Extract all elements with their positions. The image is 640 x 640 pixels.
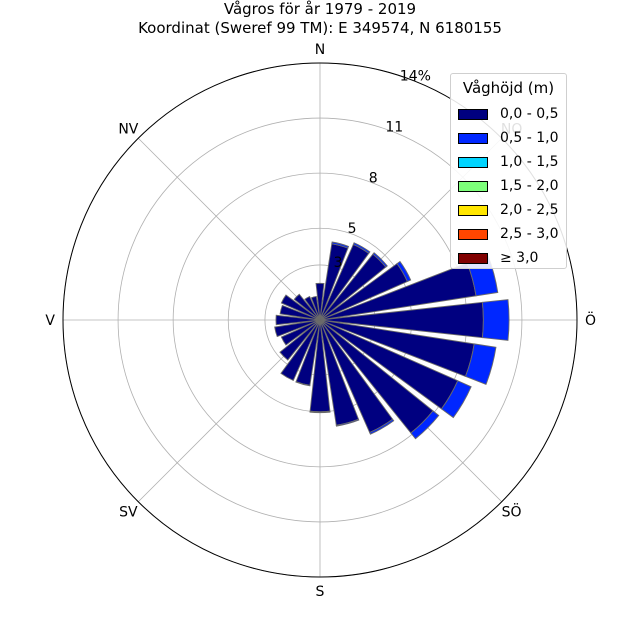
rose-bar-segment [410, 410, 440, 440]
radial-tick-label: 5 [348, 221, 357, 237]
rose-bar-segment [295, 381, 311, 387]
direction-label: SÖ [502, 503, 522, 521]
rose-bar-segment [280, 294, 321, 321]
rose-bar-segment [279, 304, 321, 321]
radial-tick-label: 14% [400, 69, 431, 85]
rose-bar-segment [315, 282, 325, 321]
legend-entry: 1,0 - 1,5 [451, 150, 566, 174]
legend-entry: 1,5 - 2,0 [451, 174, 566, 198]
legend-label: 1,0 - 1,5 [500, 154, 559, 170]
legend-entry: 2,5 - 3,0 [451, 222, 566, 246]
legend-entry: ≥ 3,0 [451, 246, 566, 270]
rose-bar-segment [279, 319, 321, 361]
direction-label: SV [119, 505, 138, 521]
rose-bar-segment [352, 242, 371, 254]
angular-gridline [137, 137, 321, 321]
legend-swatch [458, 228, 488, 240]
legend-entry: 0,0 - 0,5 [451, 102, 566, 126]
legend-swatch [458, 156, 488, 168]
rose-bar-segment [464, 343, 497, 385]
direction-label: NV [118, 121, 138, 137]
rose-bar-segment [369, 418, 395, 435]
radial-tick-label: 8 [369, 170, 378, 186]
radial-tick-label: 11 [385, 119, 403, 135]
chart-subtitle: Koordinat (Sweref 99 TM): E 349574, N 61… [138, 19, 502, 37]
legend-swatch [458, 252, 488, 264]
legend-label: 1,5 - 2,0 [500, 178, 559, 194]
rose-bar-segment [335, 418, 360, 427]
legend-swatch [458, 108, 488, 120]
direction-label: S [316, 584, 325, 600]
direction-label: N [315, 42, 325, 58]
legend-label: ≥ 3,0 [500, 250, 539, 266]
legend-title: Våghöjd (m) [462, 79, 555, 97]
legend-swatch [458, 204, 488, 216]
rose-bar-segment [304, 295, 321, 321]
rose-bar-segment [280, 319, 321, 382]
rose-bar-segment [280, 319, 321, 346]
rose-bar-segment [275, 314, 321, 326]
direction-label: Ö [585, 311, 596, 329]
rose-bar-segment [274, 319, 321, 338]
legend-swatch [458, 132, 488, 144]
rose-bar-segment [396, 260, 412, 283]
rose-bar-segment [310, 295, 321, 321]
legend-label: 0,5 - 1,0 [500, 130, 559, 146]
polar-frame [62, 62, 578, 578]
legend-entry: 0,5 - 1,0 [451, 126, 566, 150]
rose-bar-segment [331, 241, 350, 249]
legend-label: 2,0 - 2,5 [500, 202, 559, 218]
rose-bar-segment [372, 252, 388, 268]
rose-bar-segment [440, 380, 472, 419]
legend-entry: 2,0 - 2,5 [451, 198, 566, 222]
rose-bar-segment [293, 293, 321, 321]
direction-label: V [45, 313, 55, 329]
legend: Våghöjd (m) 0,0 - 0,5 0,5 - 1,0 1,0 - 1,… [450, 73, 567, 269]
legend-label: 0,0 - 0,5 [500, 106, 559, 122]
rose-bar-segment [309, 410, 331, 414]
rose-bars [274, 241, 510, 440]
rose-bar-segment [481, 299, 510, 341]
chart-title: Vågros för år 1979 - 2019 [223, 0, 417, 18]
legend-swatch [458, 180, 488, 192]
radial-tick-label: 3 [334, 255, 343, 271]
legend-label: 2,5 - 3,0 [500, 226, 559, 242]
